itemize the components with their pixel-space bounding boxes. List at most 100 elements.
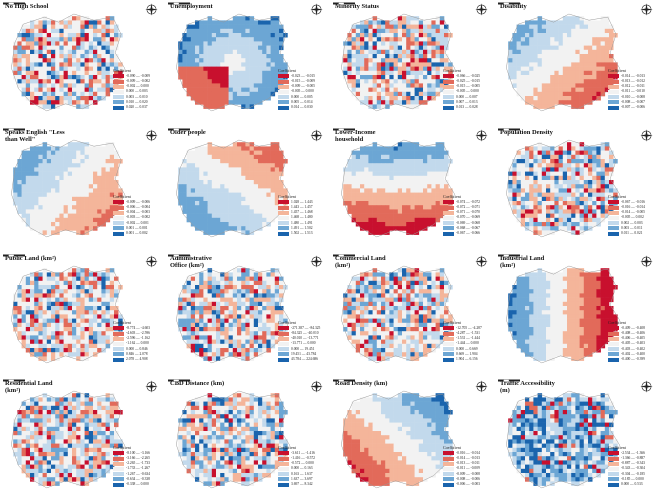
map-tract [385,41,390,46]
map-tract [84,83,90,88]
map-tract [220,167,225,172]
map-tract [207,104,213,109]
map-tract [376,58,382,63]
map-tract [525,184,530,189]
map-tract [105,188,111,193]
map-tract [190,217,196,223]
map-tract [360,205,365,210]
map-tract [72,188,77,193]
map-tract [105,339,111,345]
map-tract [397,24,403,30]
map-tract [88,175,94,181]
map-title: Older people [170,129,206,136]
map-tract [59,175,64,181]
map-tract [245,142,250,147]
map-tract [195,54,200,59]
map-tract [25,217,31,223]
map-tract [376,188,382,193]
map-tract [38,54,43,59]
map-tract [389,222,394,227]
map-tract [431,154,436,160]
map-tract [423,37,428,42]
map-tract [274,37,280,42]
map-tract [211,87,217,93]
map-tract [211,167,217,172]
map-tract [241,33,246,38]
map-tract [567,49,572,55]
map-tract [93,167,98,172]
map-tract [402,175,407,181]
map-tract [207,285,213,290]
map-tract [588,154,593,160]
map-tract [393,171,399,177]
map-tract [241,184,246,189]
map-tract [46,201,52,206]
map-tract [596,192,601,198]
map-tract [207,201,213,206]
map-tract [182,318,187,324]
map-tract [216,146,221,151]
map-tract [571,33,576,38]
map-tract [30,222,35,227]
map-tract [195,272,200,277]
map-tract [372,196,378,202]
map-tract [21,192,27,198]
map-tract [393,196,399,202]
map-tract [59,24,64,30]
map-tract [42,58,48,63]
map-tract [46,356,52,361]
map-tract [216,159,221,164]
map-tract [546,58,551,63]
map-tract [105,91,111,97]
map-tract [427,66,432,72]
map-tract [46,352,52,357]
map-tract [245,280,250,286]
map-tract [72,310,77,315]
map-tract [76,20,81,25]
map-tract [347,163,352,168]
map-tract [364,70,369,76]
map-tract [241,230,246,235]
map-tract [579,188,585,193]
map-tract [343,54,348,59]
map-tract [525,58,530,63]
map-tract [583,37,589,42]
map-tract [109,146,115,151]
map-tract [562,54,568,59]
map-tract [101,276,106,282]
map-tract [364,58,369,63]
map-tract [270,314,276,319]
map-tract [93,192,98,198]
map-tract [220,20,225,25]
map-tract [579,180,585,185]
map-tract [596,167,601,172]
map-tract [253,75,259,80]
map-tract [55,37,60,42]
map-tract [393,217,399,223]
map-tract [439,20,445,25]
map-tract [224,280,229,286]
map-tract [444,62,449,67]
map-tract [88,24,94,30]
map-tract [389,58,394,63]
map-tract [588,180,593,185]
map-tract [220,96,225,101]
map-tract [207,314,213,319]
map-tract [372,201,378,206]
choropleth-map [11,139,125,238]
map-title: Disability [500,3,527,10]
map-tract [207,33,213,38]
map-tract [376,20,382,25]
map-tract [596,83,601,88]
map-tract [537,20,543,25]
map-tract [262,331,267,336]
map-tract [207,180,213,185]
map-tract [245,150,250,156]
legend-entry: -0.012 — -0.011 [608,84,645,89]
map-tract [567,41,572,46]
map-tract [533,83,538,88]
map-tract [427,167,432,172]
map-tract [583,163,589,168]
map-tract [249,192,255,198]
map-tract [520,58,526,63]
